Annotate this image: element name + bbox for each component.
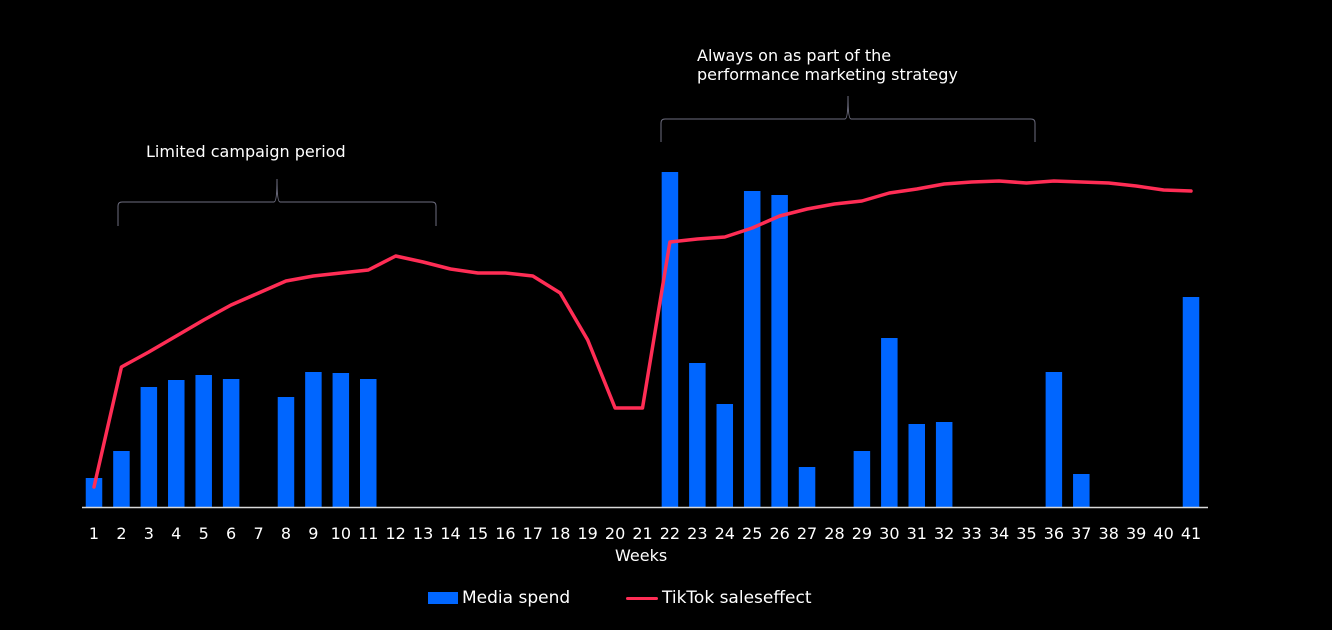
x-tick-label: 17 <box>523 524 543 543</box>
x-tick-label: 39 <box>1126 524 1146 543</box>
bar-series-media-spend <box>85 172 1200 507</box>
x-tick-label: 5 <box>199 524 209 543</box>
x-tick-label: 27 <box>797 524 817 543</box>
x-tick-label: 18 <box>550 524 570 543</box>
bar-week-6 <box>222 379 240 507</box>
x-tick-label: 3 <box>144 524 154 543</box>
x-tick-label: 28 <box>824 524 844 543</box>
brace-always-on <box>660 95 1036 142</box>
x-tick-label: 23 <box>687 524 707 543</box>
x-tick-label: 2 <box>116 524 126 543</box>
x-tick-label: 19 <box>577 524 597 543</box>
bar-week-37 <box>1073 474 1090 507</box>
x-tick-label: 34 <box>989 524 1009 543</box>
x-tick-label: 12 <box>385 524 405 543</box>
x-tick-label: 32 <box>934 524 954 543</box>
bar-week-3 <box>140 387 158 507</box>
x-tick-label: 30 <box>879 524 899 543</box>
x-axis-title: Weeks <box>615 546 668 565</box>
x-tick-label: 6 <box>226 524 236 543</box>
bar-week-36 <box>1045 372 1063 507</box>
bar-week-30 <box>881 338 898 507</box>
legend-swatch-line <box>626 596 658 600</box>
bar-week-24 <box>716 404 734 507</box>
annotation-limited-campaign: Limited campaign period <box>146 142 346 161</box>
x-tick-label: 38 <box>1099 524 1119 543</box>
bar-week-5 <box>195 375 212 507</box>
x-tick-label: 37 <box>1071 524 1091 543</box>
legend-item-media-spend: Media spend <box>428 588 570 608</box>
legend-label-tiktok-saleseffect: TikTok saleseffect <box>662 588 812 608</box>
x-tick-label: 33 <box>961 524 981 543</box>
x-tick-label: 26 <box>769 524 789 543</box>
x-tick-label: 1 <box>89 524 99 543</box>
x-tick-label: 13 <box>413 524 433 543</box>
x-tick-label: 9 <box>308 524 318 543</box>
bar-week-31 <box>908 424 925 507</box>
legend-label-media-spend: Media spend <box>462 588 571 608</box>
x-tick-label: 8 <box>281 524 291 543</box>
x-tick-labels: 1 2 3 4 5 6 7 8 9 10 11 12 13 14 15 16 17 18 19 20 21 22 23 24 2… <box>89 524 1201 543</box>
x-tick-label: 16 <box>495 524 515 543</box>
bar-week-22 <box>661 172 679 507</box>
bar-week-1 <box>85 478 103 507</box>
annotation-always-on-line1: Always on as part of the <box>697 46 892 65</box>
x-tick-label: 7 <box>253 524 263 543</box>
x-tick-label: 11 <box>358 524 378 543</box>
bar-week-23 <box>689 363 706 507</box>
x-tick-label: 40 <box>1153 524 1173 543</box>
x-tick-label: 29 <box>852 524 872 543</box>
bar-week-2 <box>113 451 130 507</box>
bar-week-8 <box>277 397 295 507</box>
x-tick-label: 41 <box>1181 524 1201 543</box>
x-tick-label: 4 <box>171 524 181 543</box>
brace-limited-campaign <box>117 178 437 226</box>
x-tick-label: 35 <box>1016 524 1036 543</box>
bar-week-10 <box>332 373 350 507</box>
bar-week-9 <box>305 372 322 507</box>
x-tick-label: 31 <box>907 524 927 543</box>
bar-week-32 <box>935 422 953 507</box>
x-tick-label: 22 <box>660 524 680 543</box>
x-tick-label: 21 <box>632 524 652 543</box>
x-tick-label: 10 <box>331 524 351 543</box>
x-tick-label: 25 <box>742 524 762 543</box>
bar-week-26 <box>771 195 788 507</box>
x-tick-label: 20 <box>605 524 625 543</box>
line-series-tiktok-saleseffect <box>92 179 1193 489</box>
bar-week-4 <box>168 380 185 507</box>
annotation-always-on-line2: performance marketing strategy <box>697 65 958 84</box>
bar-week-25 <box>743 191 761 507</box>
x-tick-label: 24 <box>715 524 735 543</box>
bar-week-11 <box>360 379 377 507</box>
x-tick-label: 36 <box>1044 524 1064 543</box>
bar-week-27 <box>798 467 816 507</box>
x-tick-label: 15 <box>468 524 488 543</box>
x-tick-label: 14 <box>440 524 460 543</box>
bar-week-41 <box>1182 297 1200 507</box>
bar-week-29 <box>853 451 871 507</box>
legend-item-tiktok-saleseffect: TikTok saleseffect <box>626 588 812 608</box>
legend-swatch-bar <box>428 592 458 604</box>
